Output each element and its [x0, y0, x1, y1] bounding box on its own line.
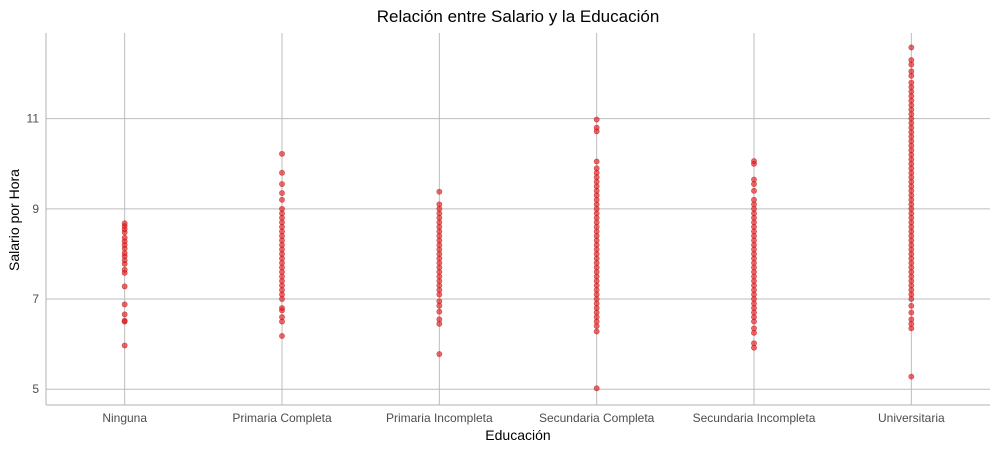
- point-primaria-completa-29: [279, 169, 285, 176]
- y-tick-label-5: 5: [32, 382, 39, 396]
- x-tick-label-secundaria-completa: Secundaria Completa: [539, 411, 655, 425]
- point-ninguna-5: [121, 283, 128, 290]
- point-secundaria-incompleta-36: [751, 158, 757, 164]
- point-universitaria-54: [908, 79, 915, 86]
- point-primaria-completa-28: [279, 181, 285, 187]
- point-secundaria-completa-38: [593, 158, 600, 165]
- point-secundaria-completa-37: [593, 165, 600, 172]
- point-ninguna-0: [121, 342, 128, 349]
- point-primaria-completa-2: [279, 314, 285, 320]
- point-primaria-completa-27: [279, 190, 285, 196]
- point-ninguna-2: [121, 317, 128, 324]
- point-secundaria-completa-0: [593, 385, 600, 392]
- point-universitaria-59: [908, 44, 915, 51]
- y-tick-label-11: 11: [27, 112, 40, 126]
- x-tick-label-secundaria-incompleta: Secundaria Incompleta: [693, 411, 816, 425]
- x-tick-label-primaria-incompleta: Primaria Incompleta: [386, 411, 493, 425]
- point-ninguna-7: [121, 266, 128, 273]
- point-secundaria-completa-40: [593, 124, 600, 131]
- point-universitaria-0: [908, 373, 915, 380]
- point-primaria-incompleta-5: [436, 298, 443, 305]
- point-universitaria-3: [908, 316, 915, 323]
- point-primaria-completa-26: [279, 196, 285, 203]
- point-ninguna-15: [121, 234, 128, 241]
- point-primaria-incompleta-26: [436, 201, 443, 208]
- point-primaria-incompleta-0: [436, 351, 443, 357]
- point-primaria-incompleta-2: [436, 316, 443, 323]
- point-secundaria-incompleta-1: [751, 340, 757, 347]
- y-tick-label-7: 7: [32, 292, 39, 306]
- chart-title: Relación entre Salario y la Educación: [377, 7, 660, 26]
- point-ninguna-19: [121, 220, 128, 227]
- point-secundaria-completa-1: [593, 328, 600, 335]
- point-primaria-incompleta-3: [436, 308, 443, 315]
- x-tick-label-ninguna: Ninguna: [102, 411, 147, 425]
- x-tick-label-universitaria: Universitaria: [878, 411, 945, 425]
- point-universitaria-5: [908, 302, 915, 309]
- point-primaria-completa-30: [279, 150, 285, 157]
- vertical-gridlines: [124, 33, 912, 405]
- point-secundaria-incompleta-34: [751, 176, 757, 183]
- horizontal-gridlines: [46, 118, 990, 390]
- point-secundaria-incompleta-32: [751, 187, 757, 194]
- x-tick-label-primaria-completa: Primaria Completa: [232, 411, 332, 425]
- y-tick-labels: 5 7 9 11: [27, 112, 40, 397]
- point-primaria-incompleta-27: [436, 188, 443, 195]
- data-points: [121, 44, 915, 392]
- y-axis-title: Salario por Hora: [6, 169, 22, 271]
- point-ninguna-4: [121, 301, 128, 308]
- point-ninguna-3: [121, 311, 128, 318]
- y-tick-label-9: 9: [32, 202, 39, 216]
- point-universitaria-56: [908, 68, 915, 75]
- point-secundaria-incompleta-3: [751, 325, 757, 332]
- point-primaria-completa-25: [279, 205, 285, 212]
- point-secundaria-completa-41: [593, 116, 600, 123]
- point-primaria-completa-4: [279, 305, 285, 311]
- point-universitaria-58: [908, 57, 915, 63]
- x-axis-title: Educación: [485, 427, 550, 443]
- point-secundaria-incompleta-31: [751, 196, 757, 203]
- x-tick-labels: Ninguna Primaria Completa Primaria Incompl…: [102, 411, 945, 425]
- point-universitaria-4: [908, 309, 915, 316]
- point-primaria-completa-0: [279, 333, 285, 339]
